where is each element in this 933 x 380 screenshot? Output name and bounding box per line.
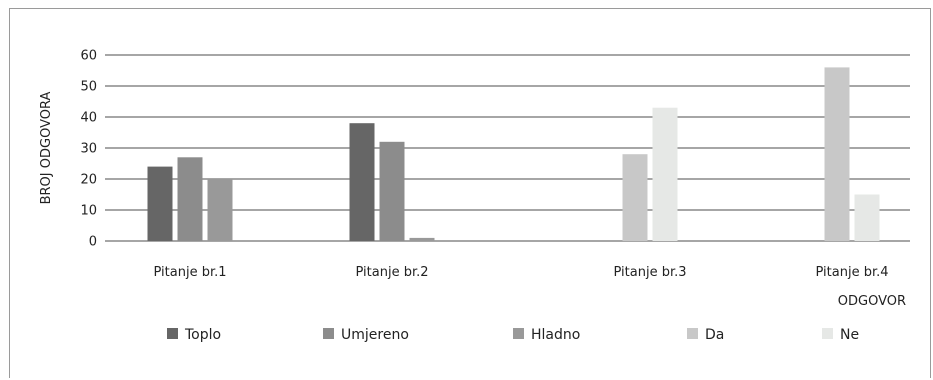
bar-umjereno-1	[177, 157, 203, 241]
y-tick-label: 20	[80, 173, 97, 188]
category-label: Pitanje br.3	[613, 265, 686, 280]
y-tick-label: 50	[80, 80, 97, 95]
category-labels: Pitanje br.1 Pitanje br.2 Pitanje br.3 Pita…	[153, 265, 888, 280]
bar-hladno-2	[409, 237, 435, 241]
legend-label-da: Da	[705, 327, 724, 343]
legend-swatch-hladno	[513, 328, 524, 339]
category-label: Pitanje br.1	[153, 265, 226, 280]
legend-swatch-da	[687, 328, 698, 339]
bar-da-3	[622, 154, 648, 241]
category-label: Pitanje br.2	[355, 265, 428, 280]
y-tick-labels: 0 10 20 30 40 50 60	[80, 49, 97, 250]
bar-ne-4	[854, 194, 880, 241]
legend-label-umjereno: Umjereno	[341, 327, 409, 343]
y-tick-label: 60	[80, 49, 97, 64]
bar-umjereno-2	[379, 141, 405, 241]
y-tick-label: 40	[80, 111, 97, 126]
y-axis-title: BROJ ODGOVORA	[39, 92, 54, 205]
chart-frame	[9, 8, 931, 378]
bar-hladno-1	[207, 179, 233, 241]
y-tick-label: 0	[89, 235, 97, 250]
legend-swatch-ne	[822, 328, 833, 339]
bar-da-4	[824, 67, 850, 242]
y-tick-label: 30	[80, 142, 97, 157]
bar-toplo-1	[147, 166, 173, 241]
legend-swatch-toplo	[167, 328, 178, 339]
bar-ne-3	[652, 107, 678, 241]
y-tick-label: 10	[80, 204, 97, 219]
x-axis-title: ODGOVOR	[838, 294, 906, 309]
legend-swatch-umjereno	[323, 328, 334, 339]
category-label: Pitanje br.4	[815, 265, 888, 280]
grid-lines	[105, 54, 910, 242]
legend-label-toplo: Toplo	[184, 327, 221, 343]
bar-toplo-2	[349, 123, 375, 241]
bars	[147, 67, 880, 242]
legend-label-hladno: Hladno	[531, 327, 580, 343]
legend-label-ne: Ne	[840, 327, 859, 343]
legend: Toplo Umjereno Hladno Da Ne	[167, 327, 859, 343]
